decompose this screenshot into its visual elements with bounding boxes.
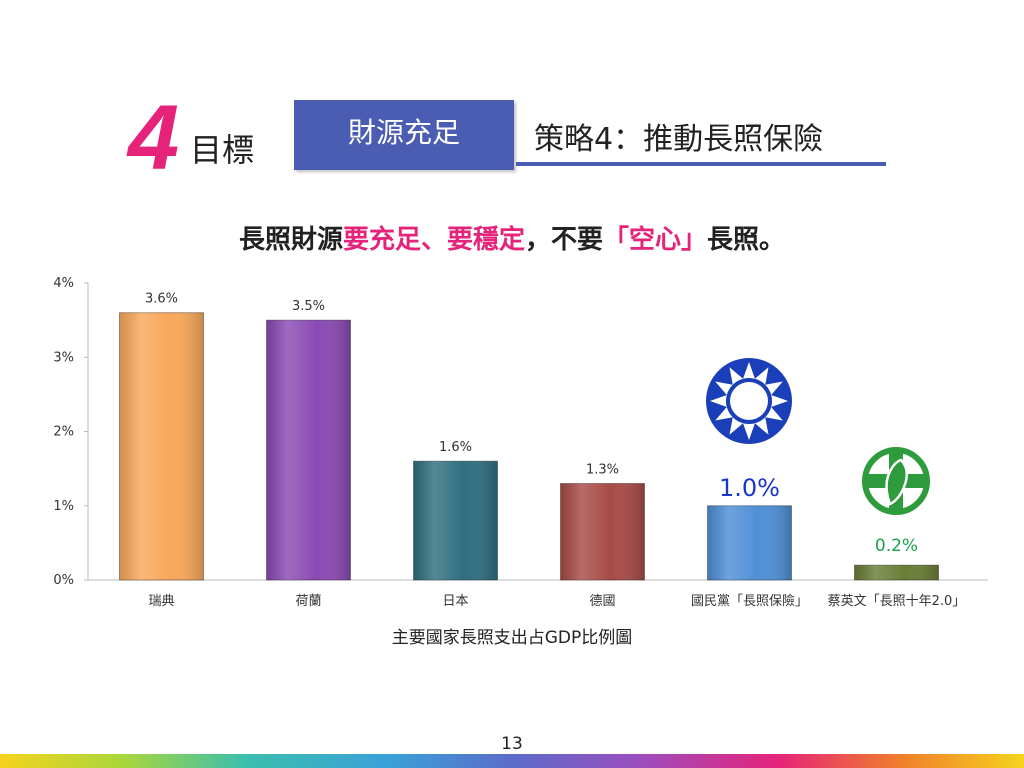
goal-label: 目標 [190, 131, 255, 169]
category-label: 國民黨「長照保險」 [691, 594, 808, 609]
strategy-title: 策略4：推動長照保險 [516, 114, 886, 166]
headline-part-4: 「空心」 [603, 225, 708, 255]
category-labels: 瑞典 荷蘭 日本 德國 國民黨「長照保險」 蔡英文「長照十年2.0」 [148, 593, 965, 609]
headline-part-3: ，不要 [524, 225, 603, 255]
bar-shading [560, 483, 645, 580]
value-label: 3.6% [145, 292, 178, 307]
category-label: 荷蘭 [295, 593, 321, 609]
section-badge: 財源充足 [294, 100, 514, 170]
y-tick-label: 4% [53, 276, 74, 291]
value-label: 0.2% [875, 536, 918, 556]
value-label: 3.5% [292, 299, 325, 314]
category-label: 蔡英文「長照十年2.0」 [828, 594, 966, 609]
headline: 長照財源要充足、要穩定，不要「空心」長照。 [0, 222, 1024, 258]
footer-gradient-bar [0, 754, 1024, 768]
value-label: 1.3% [586, 462, 619, 477]
y-tick-label: 2% [53, 425, 74, 440]
headline-part-2: 要充足、要穩定 [342, 225, 525, 255]
kmt-party-emblem-icon [706, 358, 792, 444]
headline-part-5: 長照。 [707, 225, 786, 255]
goal-number: 4 [128, 87, 180, 189]
dpp-party-emblem-icon [862, 447, 930, 515]
headline-part-1: 長照財源 [238, 225, 343, 255]
value-labels: 3.6% 3.5% 1.6% 1.3% 1.0% 0.2% [145, 292, 918, 556]
bar-chart: 0% 1% 2% 3% 4% 3.6% 3.5% 1.6% 1.3% 1.0% 0.2% 瑞典 荷蘭… [53, 276, 988, 609]
bar-shading [854, 565, 939, 580]
y-tick-label: 0% [53, 573, 74, 588]
value-label: 1.6% [439, 440, 472, 455]
category-label: 德國 [589, 594, 615, 609]
bar-shading [266, 320, 351, 580]
category-label: 日本 [442, 594, 468, 609]
chart-caption: 主要國家長照支出占GDP比例圖 [391, 628, 633, 648]
bar-shading [119, 312, 204, 580]
category-label: 瑞典 [148, 594, 174, 609]
bar-shading [707, 505, 792, 580]
bar-shading [413, 461, 498, 580]
page-number: 13 [501, 734, 523, 754]
value-label: 1.0% [719, 474, 780, 502]
y-tick-label: 1% [53, 499, 74, 514]
y-tick-label: 3% [53, 350, 74, 365]
bars [119, 312, 939, 581]
y-axis-ticks: 0% 1% 2% 3% 4% [53, 276, 88, 588]
